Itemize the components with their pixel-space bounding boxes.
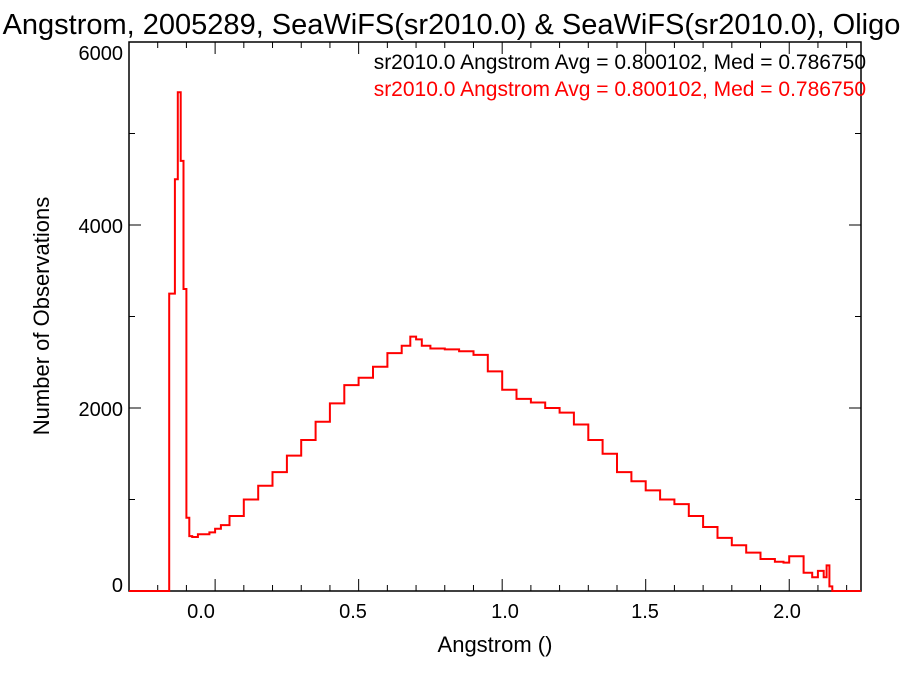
y-axis-label: Number of Observations — [29, 197, 54, 435]
y-tick-label-4000: 4000 — [79, 216, 124, 238]
x-tick-label-2.0: 2.0 — [773, 601, 801, 623]
x-tick-label-1.0: 1.0 — [491, 601, 519, 623]
x-tick-label-0.0: 0.0 — [187, 601, 215, 623]
x-tick-label-0.5: 0.5 — [339, 601, 367, 623]
chart-title: Angstrom, 2005289, SeaWiFS(sr2010.0) & S… — [3, 9, 900, 41]
annotation-red: sr2010.0 Angstrom Avg = 0.800102, Med = … — [374, 78, 866, 101]
axis-ticks — [129, 41, 861, 592]
x-tick-label-1.5: 1.5 — [631, 601, 659, 623]
annotation-black: sr2010.0 Angstrom Avg = 0.800102, Med = … — [374, 51, 866, 74]
y-tick-label-2000: 2000 — [79, 399, 124, 421]
plot-frame — [128, 41, 862, 592]
y-tick-label-6000: 6000 — [79, 43, 124, 65]
histogram-series-line — [129, 91, 861, 592]
x-axis-label: Angstrom () — [438, 632, 553, 657]
y-tick-label-0: 0 — [112, 575, 123, 597]
